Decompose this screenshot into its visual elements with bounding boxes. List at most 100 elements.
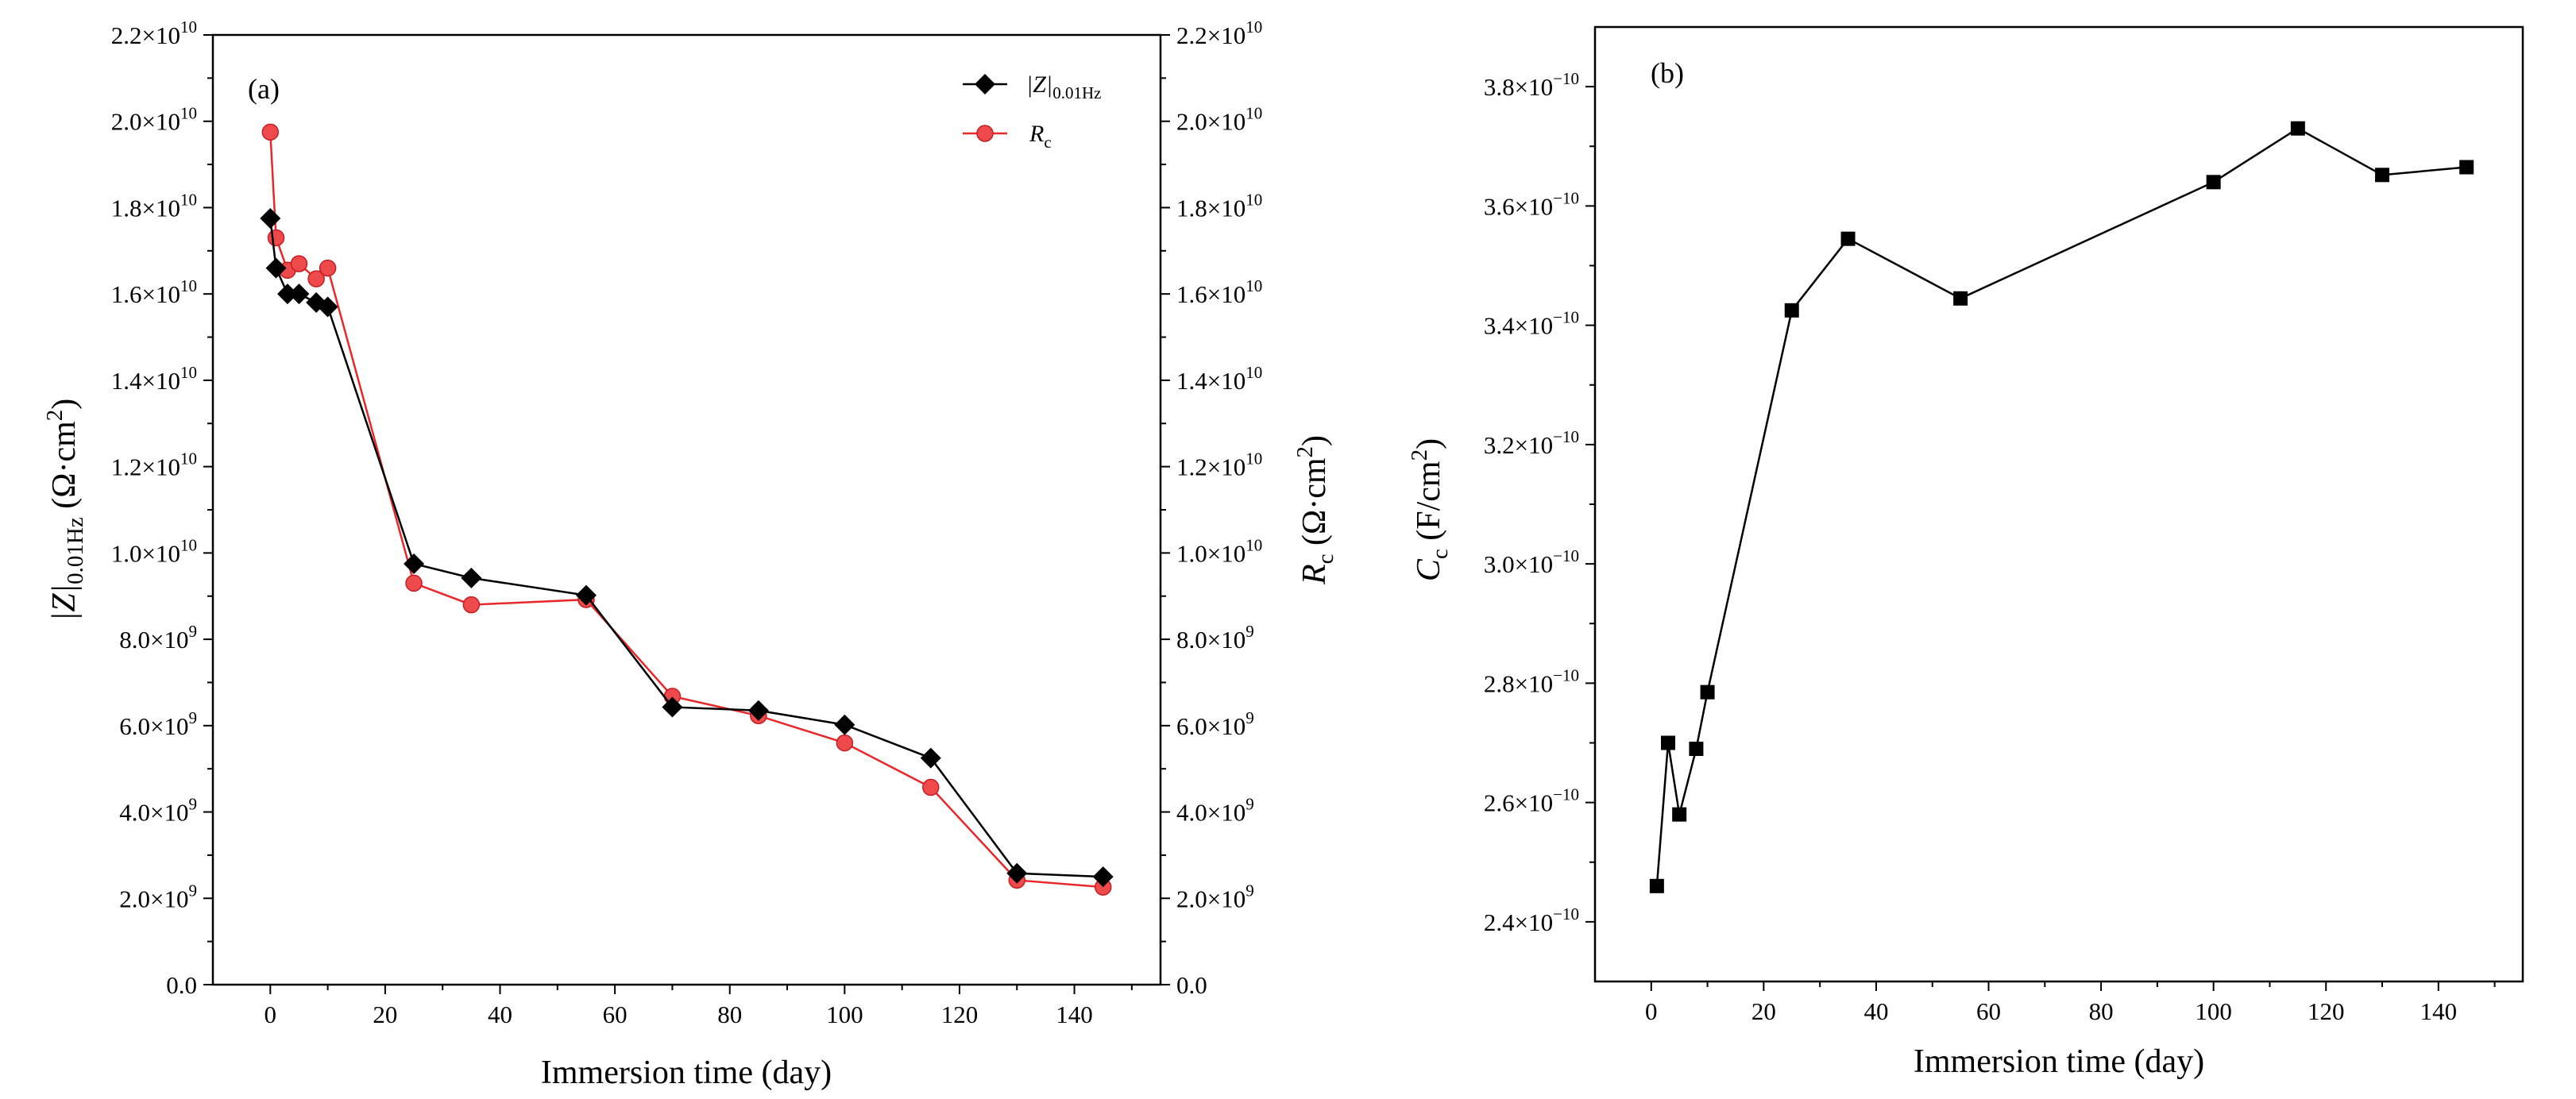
y-tick-label-right-exponent: 9 <box>1246 795 1254 814</box>
x-tick-label-80: 80 <box>717 1001 742 1028</box>
y-tick-label-right-exponent: 10 <box>1246 363 1262 382</box>
y-tick-label-right: 1.4×1010 <box>1176 363 1262 395</box>
data-point-cc-11 <box>2459 160 2474 175</box>
data-point-z-3 <box>288 283 310 305</box>
data-point-cc-10 <box>2375 168 2390 183</box>
y-tick-label-left-exponent: 10 <box>180 363 197 382</box>
x-tick-label-100: 100 <box>826 1001 863 1028</box>
y-tick-label-right-mantissa: 1.8×10 <box>1176 194 1246 222</box>
y-tick-label-right-mantissa: 4.0×10 <box>1176 799 1246 827</box>
data-point-rc-0 <box>261 123 280 141</box>
y-tick-label-left: 2.0×109 <box>119 881 197 912</box>
panel-a-x-axis-title: Immersion time (day) <box>541 1055 832 1091</box>
data-point-cc-0 <box>1649 878 1664 893</box>
y-tick-label-left-mantissa: 2.0×10 <box>111 108 180 136</box>
data-point-cc-4 <box>1700 684 1715 700</box>
data-point-z-10 <box>747 700 769 721</box>
y-tick-label-left-exponent: 10 <box>180 449 197 469</box>
data-point-z-0 <box>260 208 281 229</box>
y-tick-label-right-mantissa: 1.6×10 <box>1176 280 1246 308</box>
x-tick-label-60: 60 <box>603 1001 628 1028</box>
data-point-cc-1 <box>1661 735 1676 750</box>
y-tick-label-left: 1.0×1010 <box>111 535 197 567</box>
y-tick-label: 3.4×10−10 <box>1484 308 1579 340</box>
y-tick-label-right-exponent: 9 <box>1246 708 1254 727</box>
y-tick-label-mantissa: 3.6×10 <box>1484 192 1553 220</box>
panel-a-y-axis-title-left: |Z|0.01Hz (Ω·cm2) <box>42 399 88 622</box>
y-tick-label-right-mantissa: 2.0×10 <box>1176 108 1246 136</box>
panel-b-x-axis: 0 20 40 60 80 100 120 140 <box>1645 981 2496 1025</box>
data-point-cc-8 <box>2206 175 2221 190</box>
y-tick-label-left-exponent: 10 <box>180 535 197 554</box>
x-tick-label-0: 0 <box>265 1001 277 1028</box>
y-tick-label-right-mantissa: 1.2×10 <box>1176 453 1246 481</box>
y-tick-label: 3.0×10−10 <box>1484 546 1579 578</box>
y-tick-label-left: 6.0×109 <box>119 708 197 740</box>
y-tick-label-left-mantissa: 1.4×10 <box>111 367 180 395</box>
data-point-cc-5 <box>1784 303 1799 318</box>
x-tick-label-60: 60 <box>1976 997 2001 1025</box>
data-point-z-6 <box>404 553 425 574</box>
data-point-rc-4 <box>307 270 325 287</box>
panel-a-y-axis-left: 0.02.0×1094.0×1096.0×1098.0×1091.0×10101… <box>111 17 213 999</box>
y-tick-label-left-mantissa: 2.0×10 <box>119 885 188 912</box>
y-tick-label-right-mantissa: 6.0×10 <box>1176 712 1246 740</box>
data-point-z-5 <box>317 296 338 318</box>
y-tick-label-right: 2.0×109 <box>1176 881 1254 912</box>
panel-a-x-axis: 0 20 40 60 80 100 120 140 <box>265 985 1133 1028</box>
data-point-z-7 <box>461 567 482 588</box>
y-tick-label-left-exponent: 10 <box>180 190 197 209</box>
y-tick-label-left-mantissa: 1.0×10 <box>111 539 180 567</box>
y-tick-label-left-exponent: 9 <box>189 881 198 900</box>
data-point-z-12 <box>920 747 941 769</box>
y-tick-label-right-mantissa: 2.0×10 <box>1176 885 1246 912</box>
y-tick-label-left-mantissa: 2.2×10 <box>111 21 180 49</box>
y-tick-label-exponent: −10 <box>1553 427 1579 446</box>
y-tick-label-left: 8.0×109 <box>119 622 197 654</box>
y-tick-label-right-exponent: 10 <box>1246 190 1262 209</box>
y-tick-label: 2.4×10−10 <box>1484 904 1579 936</box>
y-tick-label: 2.8×10−10 <box>1484 665 1579 697</box>
x-tick-label-140: 140 <box>1056 1001 1093 1028</box>
y-tick-label-left: 1.6×1010 <box>111 276 197 308</box>
data-point-rc-3 <box>290 255 308 272</box>
y-tick-label-right-mantissa: 2.2×10 <box>1176 21 1246 49</box>
data-point-z-11 <box>834 714 855 735</box>
y-tick-label-left-exponent: 10 <box>180 276 197 295</box>
panel-b-y-axis-title: Cc (F/cm2) <box>1407 438 1453 581</box>
legend-r-label: Rc <box>1029 121 1052 152</box>
y-tick-label-right-mantissa: 0.0 <box>1176 971 1207 999</box>
data-point-z-14 <box>1092 866 1114 888</box>
y-tick-label-mantissa: 3.4×10 <box>1484 312 1553 340</box>
y-tick-label-exponent: −10 <box>1553 546 1579 565</box>
y-tick-label-right: 1.6×1010 <box>1176 276 1262 308</box>
y-tick-label: 3.2×10−10 <box>1484 427 1579 459</box>
panel-a-series <box>260 123 1114 896</box>
data-point-cc-2 <box>1672 807 1687 822</box>
legend-r-marker <box>976 125 994 142</box>
y-tick-label-left: 1.2×1010 <box>111 449 197 481</box>
y-tick-label: 3.6×10−10 <box>1484 188 1579 220</box>
y-tick-label-mantissa: 3.2×10 <box>1484 431 1553 459</box>
data-point-z-2 <box>276 283 298 305</box>
y-tick-label-left: 4.0×109 <box>119 795 197 827</box>
y-tick-label-right-exponent: 10 <box>1246 449 1262 469</box>
y-tick-label: 2.6×10−10 <box>1484 785 1579 817</box>
panel-b-label: (b) <box>1651 57 1684 89</box>
panel-a-label: (a) <box>248 73 280 105</box>
y-tick-label-right: 4.0×109 <box>1176 795 1254 827</box>
y-tick-label-right: 1.8×1010 <box>1176 190 1262 222</box>
data-point-z-1 <box>265 257 287 279</box>
y-tick-label-mantissa: 2.6×10 <box>1484 789 1553 817</box>
y-tick-label-left-mantissa: 6.0×10 <box>119 712 188 740</box>
y-tick-label-left-exponent: 9 <box>189 708 198 727</box>
legend-z-marker <box>975 74 995 94</box>
y-tick-label-right: 1.2×1010 <box>1176 449 1262 481</box>
y-tick-label-left: 0.0 <box>166 971 197 999</box>
x-tick-label-120: 120 <box>2308 997 2345 1025</box>
y-tick-label-left-mantissa: 1.8×10 <box>111 194 180 222</box>
y-tick-label-left: 1.4×1010 <box>111 363 197 395</box>
y-tick-label-right: 0.0 <box>1176 971 1207 999</box>
y-tick-label-right-exponent: 10 <box>1246 276 1262 295</box>
